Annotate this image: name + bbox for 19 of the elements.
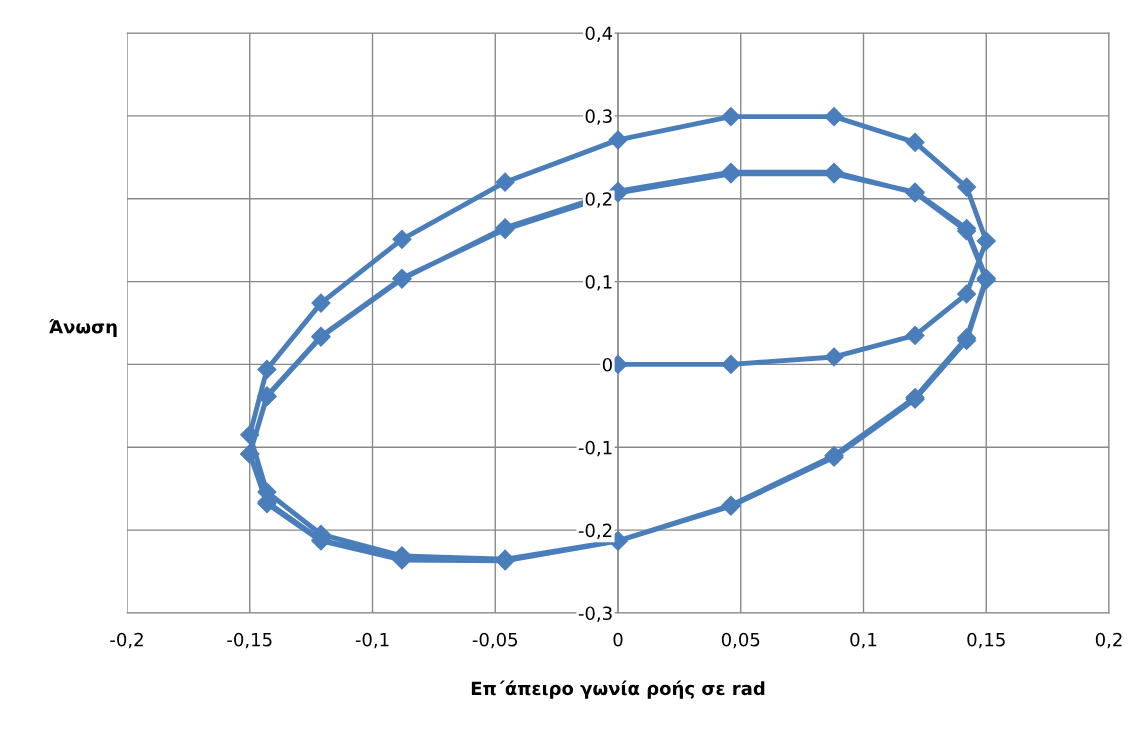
x-tick-label: 0 bbox=[613, 632, 623, 647]
y-tick-label: -0,1 bbox=[578, 440, 612, 457]
y-tick-label: 0,1 bbox=[585, 275, 612, 291]
x-tick-label: 0,1 bbox=[850, 632, 877, 649]
y-tick-label: -0,2 bbox=[578, 523, 612, 540]
y-axis-title: Άνωση bbox=[49, 318, 117, 338]
x-tick-label: -0,15 bbox=[227, 632, 272, 649]
x-tick-label: 0,2 bbox=[1095, 632, 1122, 649]
y-tick-label: -0,3 bbox=[578, 606, 612, 622]
x-tick-label: -0,1 bbox=[355, 632, 389, 649]
y-tick-label: 0,3 bbox=[585, 109, 612, 125]
x-axis-title: Επ΄άπειρο γωνία ροής σε rad bbox=[471, 680, 765, 699]
y-tick-label: 0 bbox=[602, 357, 612, 372]
x-tick-label: 0,05 bbox=[721, 632, 760, 649]
x-tick-label: -0,2 bbox=[110, 632, 143, 649]
y-tick-label: 0,4 bbox=[585, 26, 613, 42]
y-tick-label: 0,2 bbox=[585, 192, 612, 208]
x-tick-label: -0,05 bbox=[472, 632, 518, 649]
x-tick-label: 0,15 bbox=[967, 632, 1005, 649]
